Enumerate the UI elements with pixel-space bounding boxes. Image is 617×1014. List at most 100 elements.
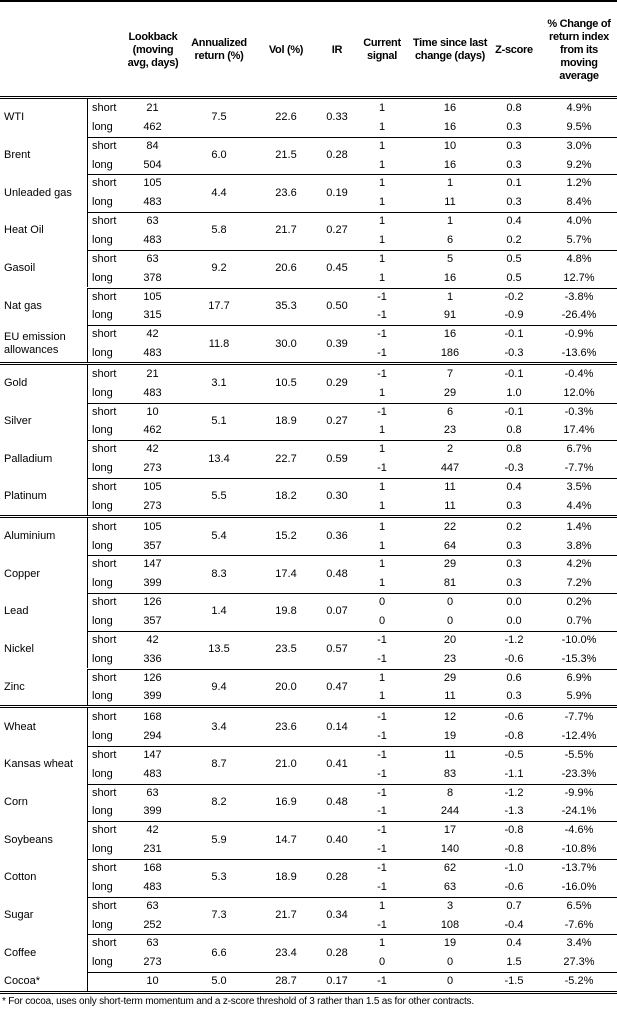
cell-sig: 0 bbox=[378, 596, 386, 609]
cell-ir: 0.19 bbox=[326, 186, 348, 199]
cell-ret: 9.2 bbox=[211, 262, 227, 275]
horizon-label: long bbox=[92, 233, 113, 246]
cell-ir: 0.27 bbox=[326, 414, 348, 427]
cell-z: 0.4 bbox=[506, 215, 522, 228]
cell-lb: 105 bbox=[143, 290, 162, 303]
row-separator bbox=[87, 136, 617, 138]
cell-z: 0.3 bbox=[506, 120, 522, 133]
cell-ret: 11.8 bbox=[208, 337, 230, 350]
horizon-label: long bbox=[92, 956, 113, 969]
cell-t: 447 bbox=[440, 462, 460, 475]
cell-t: 29 bbox=[443, 386, 457, 399]
horizon-label: short bbox=[92, 367, 117, 380]
column-divider bbox=[87, 593, 88, 631]
horizon-label: long bbox=[92, 614, 113, 627]
cell-t: 19 bbox=[443, 937, 457, 950]
cell-lb: 336 bbox=[143, 652, 162, 665]
commodity-name: Palladium bbox=[4, 452, 53, 465]
commodity-name: Coffee bbox=[4, 946, 37, 959]
cell-pct: 17.4% bbox=[563, 424, 595, 437]
cell-pct: -7.7% bbox=[564, 711, 594, 724]
commodity-name: Nat gas bbox=[4, 299, 42, 312]
cell-z: -0.3 bbox=[504, 347, 524, 360]
horizon-label: long bbox=[92, 196, 113, 209]
cell-sig: -1 bbox=[377, 843, 387, 856]
row-separator bbox=[87, 174, 617, 176]
cell-vol: 10.5 bbox=[275, 377, 297, 390]
row-separator bbox=[87, 555, 617, 557]
cell-pct: 4.2% bbox=[566, 558, 592, 571]
cell-ir: 0.50 bbox=[326, 299, 348, 312]
horizon-label: short bbox=[92, 405, 117, 418]
horizon-label: long bbox=[92, 577, 113, 590]
cell-t: 6 bbox=[446, 405, 454, 418]
cell-sig: 1 bbox=[378, 158, 386, 171]
cell-pct: 0.7% bbox=[566, 614, 592, 627]
cell-ir: 0.14 bbox=[326, 720, 348, 733]
cell-t: 244 bbox=[440, 805, 460, 818]
cell-sig: 1 bbox=[378, 690, 386, 703]
commodity-name: Aluminium bbox=[4, 530, 56, 543]
cell-t: 11 bbox=[444, 690, 456, 703]
horizon-label: long bbox=[92, 805, 113, 818]
cell-lb: 42 bbox=[146, 633, 159, 646]
cell-sig: -1 bbox=[377, 405, 387, 418]
cell-sig: 1 bbox=[378, 196, 386, 209]
horizon-label: long bbox=[92, 539, 113, 552]
cell-vol: 18.9 bbox=[275, 414, 297, 427]
horizon-label: short bbox=[92, 899, 117, 912]
horizon-label: long bbox=[92, 730, 113, 743]
horizon-label: short bbox=[92, 671, 117, 684]
cell-z: -1.5 bbox=[504, 975, 524, 988]
cell-ret: 3.1 bbox=[211, 377, 227, 390]
cell-z: 0.2 bbox=[506, 520, 522, 533]
commodity-name: Unleaded gas bbox=[4, 186, 72, 199]
header-pct-change: % Change of return index from its moving… bbox=[547, 17, 611, 82]
cell-sig: 1 bbox=[378, 558, 386, 571]
cell-lb: 462 bbox=[143, 120, 162, 133]
cell-z: 0.6 bbox=[506, 671, 522, 684]
cell-pct: -10.0% bbox=[561, 633, 597, 646]
cell-ir: 0.57 bbox=[326, 643, 348, 656]
cell-z: 0.3 bbox=[506, 139, 522, 152]
row-separator bbox=[87, 212, 617, 214]
cell-z: 0.3 bbox=[506, 196, 522, 209]
cell-vol: 17.4 bbox=[275, 567, 297, 580]
cell-z: 0.3 bbox=[506, 539, 522, 552]
cell-pct: -0.4% bbox=[564, 367, 594, 380]
cell-t: 0 bbox=[446, 596, 454, 609]
cell-pct: 3.4% bbox=[566, 937, 592, 950]
cell-ir: 0.07 bbox=[326, 605, 348, 618]
cell-sig: -1 bbox=[377, 290, 387, 303]
cell-t: 62 bbox=[443, 862, 457, 874]
horizon-label: short bbox=[92, 139, 117, 152]
cell-lb: 504 bbox=[143, 158, 162, 171]
cell-t: 91 bbox=[443, 309, 457, 322]
cell-pct: -4.6% bbox=[564, 824, 594, 837]
cell-t: 83 bbox=[443, 767, 457, 780]
cell-z: -1.0 bbox=[504, 862, 524, 874]
cell-lb: 483 bbox=[143, 233, 162, 246]
cell-ret: 5.8 bbox=[211, 224, 227, 237]
horizon-label bbox=[92, 972, 122, 991]
cell-lb: 105 bbox=[143, 481, 162, 493]
horizon-label: short bbox=[92, 862, 117, 874]
cell-sig: 1 bbox=[378, 520, 386, 533]
cell-sig: -1 bbox=[377, 462, 387, 475]
cell-ir: 0.28 bbox=[326, 946, 348, 959]
cell-pct: 4.4% bbox=[566, 499, 592, 512]
row-separator bbox=[87, 249, 617, 251]
cell-sig: 1 bbox=[378, 937, 386, 950]
row-separator bbox=[87, 972, 617, 974]
cell-ret: 8.3 bbox=[211, 567, 227, 580]
cell-lb: 10 bbox=[146, 405, 159, 418]
cell-lb: 483 bbox=[143, 347, 162, 360]
cell-pct: -23.3% bbox=[561, 767, 597, 780]
cell-lb: 63 bbox=[146, 252, 159, 265]
cell-t: 140 bbox=[440, 843, 460, 856]
commodity-name: Platinum bbox=[4, 490, 47, 503]
cell-lb: 42 bbox=[146, 824, 159, 837]
commodity-name: WTI bbox=[4, 111, 25, 124]
cell-ir: 0.27 bbox=[326, 224, 348, 237]
cell-z: 0.3 bbox=[506, 577, 522, 590]
